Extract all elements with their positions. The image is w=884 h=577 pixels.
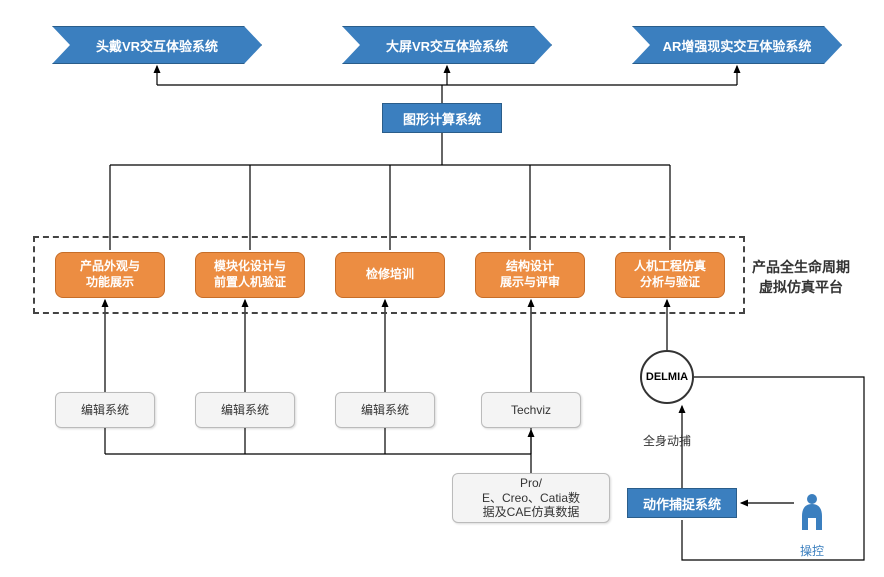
mocap-label: 全身动捕 [643, 432, 691, 449]
edit-system-2: 编辑系统 [195, 392, 295, 428]
operator-label: 操控 [800, 542, 824, 559]
module-structure-review: 结构设计展示与评审 [475, 252, 585, 298]
module-modular-design: 模块化设计与前置人机验证 [195, 252, 305, 298]
module-product-display: 产品外观与功能展示 [55, 252, 165, 298]
top-system-label: 大屏VR交互体验系统 [386, 36, 508, 55]
edit-system-3: 编辑系统 [335, 392, 435, 428]
graphics-system-label: 图形计算系统 [403, 109, 481, 128]
module-ergonomics: 人机工程仿真分析与验证 [615, 252, 725, 298]
top-system-ar: AR增强现实交互体验系统 [632, 26, 842, 64]
delmia-node: DELMIA [640, 350, 694, 404]
module-maintenance-training: 检修培训 [335, 252, 445, 298]
platform-title: 产品全生命周期 虚拟仿真平台 [752, 258, 850, 297]
top-system-label: AR增强现实交互体验系统 [663, 36, 812, 55]
edit-system-1: 编辑系统 [55, 392, 155, 428]
techviz-box: Techviz [481, 392, 581, 428]
top-system-label: 头戴VR交互体验系统 [96, 36, 218, 55]
person-icon [798, 492, 826, 532]
top-system-vr-screen: 大屏VR交互体验系统 [342, 26, 552, 64]
mocap-system-box: 动作捕捉系统 [627, 488, 737, 518]
top-system-vr-headset: 头戴VR交互体验系统 [52, 26, 262, 64]
diagram-canvas: 头戴VR交互体验系统 大屏VR交互体验系统 AR增强现实交互体验系统 图形计算系… [0, 0, 884, 577]
graphics-system-box: 图形计算系统 [382, 103, 502, 133]
cad-data-box: Pro/E、Creo、Catia数据及CAE仿真数据 [452, 473, 610, 523]
